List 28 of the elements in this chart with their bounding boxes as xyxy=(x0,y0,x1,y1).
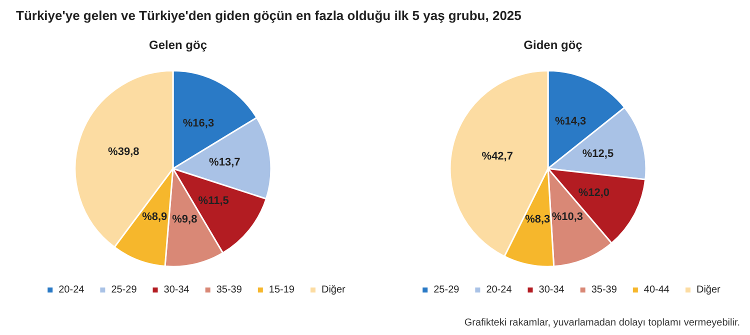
legend-label: Diğer xyxy=(321,284,346,296)
legend-label: 15-19 xyxy=(268,284,295,296)
data-label: %12,0 xyxy=(578,186,610,199)
legend-label: 35-39 xyxy=(591,284,618,296)
data-label: %8,3 xyxy=(525,214,550,226)
legend-label: 30-34 xyxy=(538,284,565,296)
chart-subtitle: Gelen göç xyxy=(148,38,208,52)
data-label: %39,8 xyxy=(108,146,140,158)
data-label: %16,3 xyxy=(182,117,214,130)
data-label: %10,3 xyxy=(552,210,584,223)
legend-label: 25-29 xyxy=(111,284,138,296)
legend-label: 30-34 xyxy=(164,284,190,296)
data-label: %42,7 xyxy=(482,150,513,163)
chart-title: Türkiye'ye gelen ve Türkiye'den giden göçün en fazla olduğu ilk 5 yaş grubu, 2025 xyxy=(16,8,522,23)
data-label: %12,5 xyxy=(582,148,614,160)
data-label: %11,5 xyxy=(198,195,229,208)
data-label: %9,8 xyxy=(172,213,198,226)
legend-label: 20-24 xyxy=(58,284,85,296)
legend-label: 40-44 xyxy=(644,284,670,296)
data-label: %14,3 xyxy=(554,116,586,128)
legend-label: 35-39 xyxy=(216,284,242,296)
data-label: %13,7 xyxy=(209,156,240,169)
legend-label: 25-29 xyxy=(434,284,460,296)
legend-label: Diğer xyxy=(696,284,722,296)
text: Grafikteki rakamlar, yuvarlamadan dolayı toplamı vermeyebilir. xyxy=(464,318,740,328)
legend-label: 20-24 xyxy=(486,284,512,296)
chart-title: Giden göç xyxy=(524,38,583,52)
data-label: %8,9 xyxy=(142,211,168,224)
